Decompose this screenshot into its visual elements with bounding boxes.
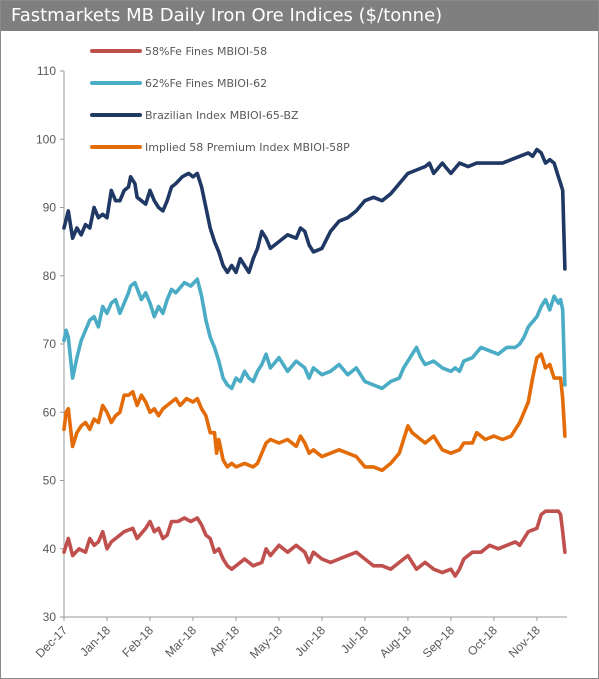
- x-tick-label: Nov-18: [506, 623, 543, 660]
- x-tick-label: Jun-18: [292, 623, 328, 659]
- y-tick-label: 70: [43, 337, 57, 351]
- x-tick-label: Mar-18: [162, 623, 199, 660]
- plot-lines: [62, 147, 567, 578]
- y-tick-label: 90: [43, 201, 57, 215]
- x-tick-label: Jul-18: [338, 623, 371, 656]
- y-tick-label: 40: [43, 542, 57, 556]
- x-tick-label: Apr-18: [207, 623, 243, 659]
- legend-label-3: Brazilian Index MBIOI-65-BZ: [145, 109, 299, 122]
- series-line-2: [62, 277, 567, 391]
- series-line-1: [62, 509, 567, 578]
- chart-legend: 58%Fe Fines MBIOI-58 62%Fe Fines MBIOI-62…: [90, 45, 350, 154]
- y-tick-label: 110: [37, 64, 56, 78]
- x-tick-label: Sep-18: [420, 623, 457, 660]
- y-tick-label: 30: [43, 610, 57, 624]
- y-tick-label: 60: [43, 405, 57, 419]
- y-tick-label: 50: [43, 474, 57, 488]
- series-line-4: [62, 352, 567, 473]
- legend-label-4: Implied 58 Premium Index MBIOI-58P: [145, 141, 350, 154]
- title-bar: Fastmarkets MB Daily Iron Ore Indices ($…: [1, 1, 598, 31]
- x-tick-label: Aug-18: [377, 623, 414, 660]
- x-tick-label: Jan-18: [77, 623, 113, 659]
- chart-title: Fastmarkets MB Daily Iron Ore Indices ($…: [11, 5, 443, 26]
- legend-label-1: 58%Fe Fines MBIOI-58: [145, 45, 267, 58]
- series-line-3: [62, 147, 567, 275]
- x-tick-label: Oct-18: [465, 623, 501, 659]
- legend-label-2: 62%Fe Fines MBIOI-62: [145, 77, 267, 90]
- x-tick-label: May-18: [247, 623, 285, 661]
- y-tick-label: 80: [43, 269, 57, 283]
- x-tick-label: Dec-17: [33, 623, 70, 660]
- y-tick-label: 100: [36, 132, 56, 146]
- x-tick-label: Feb-18: [119, 623, 156, 660]
